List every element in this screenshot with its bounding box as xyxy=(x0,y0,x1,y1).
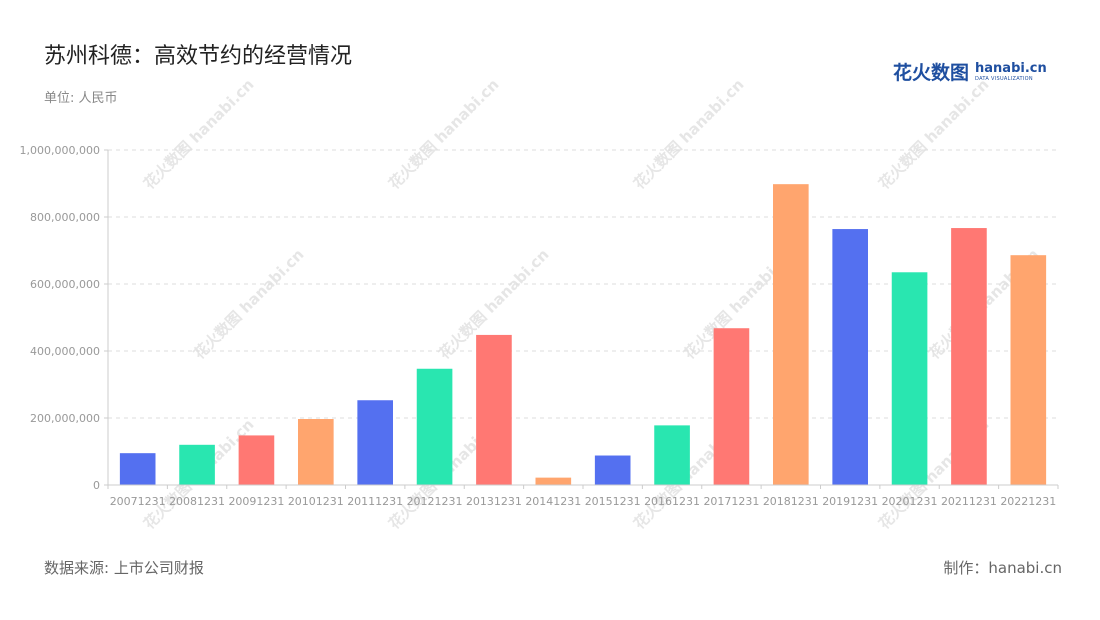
x-tick-label: 20141231 xyxy=(525,495,581,508)
watermark-text: 花火数图 hanabi.cn xyxy=(875,75,992,192)
x-tick-label: 20181231 xyxy=(763,495,819,508)
bar-20201231 xyxy=(891,272,928,485)
x-tick-label: 20161231 xyxy=(644,495,700,508)
chart-title: 苏州科德：高效节约的经营情况 xyxy=(44,44,353,69)
maker-credit: 制作：hanabi.cn xyxy=(943,559,1062,577)
x-axis: 20071231 20081231 20091231 20101231 20111231… xyxy=(107,484,1059,508)
x-tick-label: 20191231 xyxy=(822,495,878,508)
y-tick-label: 200,000,000 xyxy=(30,412,100,425)
bar-20131231 xyxy=(476,334,512,485)
x-tick-label: 20101231 xyxy=(288,495,344,508)
x-tick-label: 20121231 xyxy=(407,495,463,508)
y-tick-label: 800,000,000 xyxy=(30,211,100,224)
data-source: 数据来源: 上市公司财报 xyxy=(44,559,204,577)
x-tick-label: 20081231 xyxy=(169,495,225,508)
x-tick-label: 20111231 xyxy=(347,495,403,508)
bar-20181231 xyxy=(773,184,809,486)
y-tick-label: 400,000,000 xyxy=(30,345,100,358)
watermark-text: 花火数图 hanabi.cn xyxy=(630,75,747,192)
gridlines xyxy=(108,149,1058,419)
x-tick-label: 20221231 xyxy=(1000,495,1056,508)
y-tick-label: 0 xyxy=(93,479,100,492)
logo-cn-text: 花火数图 xyxy=(893,62,970,84)
unit-label: 单位: 人民币 xyxy=(44,91,118,106)
bars xyxy=(119,184,1047,486)
bar-20221231 xyxy=(1010,255,1047,485)
watermark-text: 花火数图 hanabi.cn xyxy=(140,75,257,192)
bar-20101231 xyxy=(298,419,334,485)
watermark-text: 花火数图 hanabi.cn xyxy=(190,245,307,362)
watermark-text: 花火数图 hanabi.cn xyxy=(385,75,502,192)
bar-20081231 xyxy=(179,444,215,485)
x-tick-label: 20091231 xyxy=(228,495,284,508)
bar-20151231 xyxy=(594,455,631,485)
bar-20161231 xyxy=(654,425,690,485)
bar-20091231 xyxy=(238,435,275,485)
x-tick-label: 20211231 xyxy=(941,495,997,508)
bar-20171231 xyxy=(713,328,750,485)
x-tick-label: 20151231 xyxy=(585,495,641,508)
y-axis: 0 200,000,000 400,000,000 600,000,000 800,00… xyxy=(20,144,109,492)
bar-20141231 xyxy=(535,477,572,485)
x-tick-label: 20201231 xyxy=(882,495,938,508)
y-tick-label: 600,000,000 xyxy=(30,278,100,291)
bar-20211231 xyxy=(951,228,987,485)
logo-sub-text: DATA VISUALIZATION xyxy=(975,75,1033,82)
x-tick-label: 20171231 xyxy=(703,495,759,508)
bar-20191231 xyxy=(832,229,868,485)
logo-en-text: hanabi.cn xyxy=(975,60,1047,76)
y-tick-label: 1,000,000,000 xyxy=(20,144,100,157)
x-tick-label: 20071231 xyxy=(110,495,166,508)
brand-logo: 花火数图 hanabi.cn DATA VISUALIZATION xyxy=(893,58,1047,85)
logo-en-block: hanabi.cn DATA VISUALIZATION xyxy=(975,62,1047,82)
bar-20071231 xyxy=(119,453,156,485)
bar-20121231 xyxy=(416,368,453,485)
bar-20111231 xyxy=(357,400,393,485)
x-tick-label: 20131231 xyxy=(466,495,522,508)
